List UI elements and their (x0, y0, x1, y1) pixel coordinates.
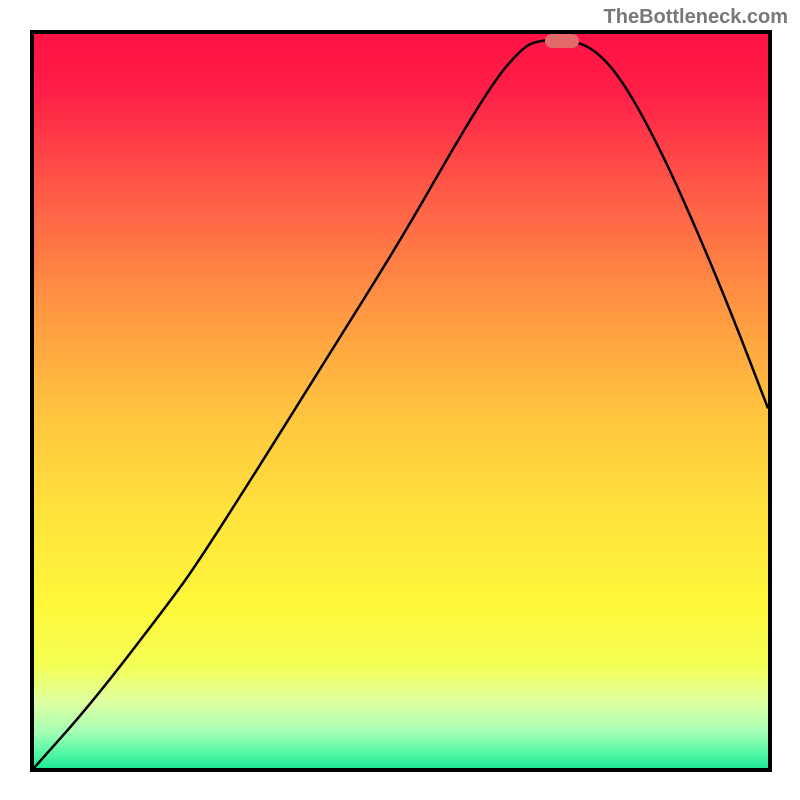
bottleneck-curve (34, 34, 768, 768)
optimal-point-marker (545, 34, 579, 48)
chart-plot-area (30, 30, 772, 772)
attribution-text: TheBottleneck.com (604, 6, 788, 29)
